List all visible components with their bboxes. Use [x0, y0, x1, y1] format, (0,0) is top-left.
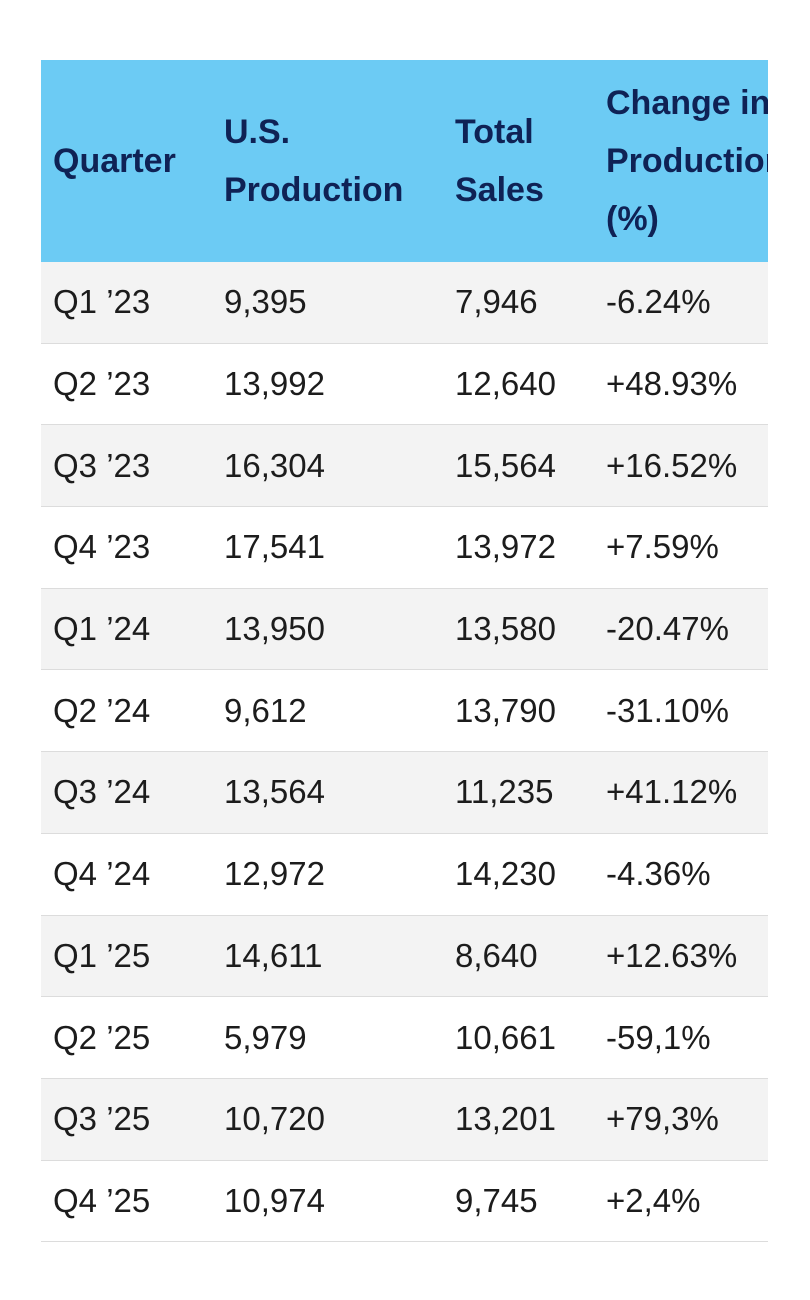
table-cell: -6.24%: [606, 283, 711, 321]
table-cell: 5,979: [224, 1018, 307, 1056]
table-cell: Q1 ’25: [53, 936, 151, 974]
table-cell: 12,972: [224, 855, 325, 893]
table-cell: 10,974: [224, 1181, 325, 1219]
header-text: U.S. Production: [224, 113, 404, 209]
table-cell: Q3 ’23: [53, 446, 151, 484]
table-cell: 13,992: [224, 365, 325, 403]
table-cell: 9,395: [224, 283, 307, 321]
header-cell: Total Sales: [443, 60, 594, 262]
table-row: Q4 ’24 12,972 14,230 -4.36%: [41, 833, 768, 916]
table-cell: Q2 ’25: [53, 1018, 151, 1056]
table-cell: Q2 ’24: [53, 691, 151, 729]
header-cell: Change in Production (%): [594, 60, 768, 262]
table-row: Q2 ’25 5,979 10,661 -59,1%: [41, 997, 768, 1079]
table-cell: 13,972: [455, 528, 556, 566]
table-cell: +7.59%: [606, 528, 719, 566]
table-row: Q4 ’23 17,541 13,972 +7.59%: [41, 507, 768, 589]
table-cell: Q2 ’23: [53, 365, 151, 403]
table-cell: 17,541: [224, 528, 325, 566]
table-cell: 9,745: [455, 1181, 538, 1219]
header-row: Quarter U.S. Production Total Sales Change …: [41, 60, 768, 262]
table-cell: 8,640: [455, 936, 538, 974]
table-cell: Q4 ’25: [53, 1181, 151, 1219]
table-cell: Q1 ’24: [53, 610, 151, 648]
table-cell: 13,201: [455, 1100, 556, 1138]
header-text: Quarter: [53, 142, 176, 180]
table-cell: +79,3%: [606, 1100, 719, 1138]
table-row: Q1 ’25 14,611 8,640 +12.63%: [41, 915, 768, 998]
table-cell: Q4 ’23: [53, 528, 151, 566]
table-row: Q4 ’25 10,974 9,745 +2,4%: [41, 1160, 768, 1243]
data-table: Quarter U.S. Production Total Sales Change …: [41, 60, 768, 1243]
table-cell: +12.63%: [606, 936, 738, 974]
table-cell: 15,564: [455, 446, 556, 484]
table-row: Q3 ’24 13,564 11,235 +41.12%: [41, 752, 768, 834]
table-row: Q3 ’23 16,304 15,564 +16.52%: [41, 425, 768, 508]
table-row: Q2 ’23 13,992 12,640 +48.93%: [41, 343, 768, 426]
table-cell: 16,304: [224, 446, 325, 484]
table-row: Q2 ’24 9,612 13,790 -31.10%: [41, 670, 768, 753]
table-cell: 10,720: [224, 1100, 325, 1138]
table-cell: -20.47%: [606, 610, 729, 648]
table-row: Q1 ’24 13,950 13,580 -20.47%: [41, 588, 768, 671]
table-cell: 13,950: [224, 610, 325, 648]
header-text: Total Sales: [455, 113, 544, 209]
table-cell: Q3 ’24: [53, 773, 151, 811]
table-cell: +41.12%: [606, 773, 738, 811]
table-cell: 11,235: [455, 773, 554, 811]
header-cell: Quarter: [41, 60, 212, 262]
header-cell: U.S. Production: [212, 60, 443, 262]
table-cell: Q1 ’23: [53, 283, 151, 321]
table-cell: 7,946: [455, 283, 538, 321]
table-cell: Q3 ’25: [53, 1100, 151, 1138]
table-cell: 13,580: [455, 610, 556, 648]
table-cell: 13,790: [455, 691, 556, 729]
table-cell: 10,661: [455, 1018, 556, 1056]
table-cell: -59,1%: [606, 1018, 711, 1056]
table-cell: 9,612: [224, 691, 307, 729]
table-cell: +16.52%: [606, 446, 738, 484]
table-cell: 12,640: [455, 365, 556, 403]
table-row: Q1 ’23 9,395 7,946 -6.24%: [41, 262, 768, 344]
table-cell: 13,564: [224, 773, 325, 811]
table-cell: +48.93%: [606, 365, 738, 403]
table-row: Q3 ’25 10,720 13,201 +79,3%: [41, 1078, 768, 1161]
header-text: Change in Production (%): [606, 84, 768, 238]
table-cell: Q4 ’24: [53, 855, 151, 893]
table-cell: -31.10%: [606, 691, 729, 729]
table-cell: -4.36%: [606, 855, 711, 893]
table-cell: 14,611: [224, 936, 323, 974]
table-cell: 14,230: [455, 855, 556, 893]
table-cell: +2,4%: [606, 1181, 701, 1219]
